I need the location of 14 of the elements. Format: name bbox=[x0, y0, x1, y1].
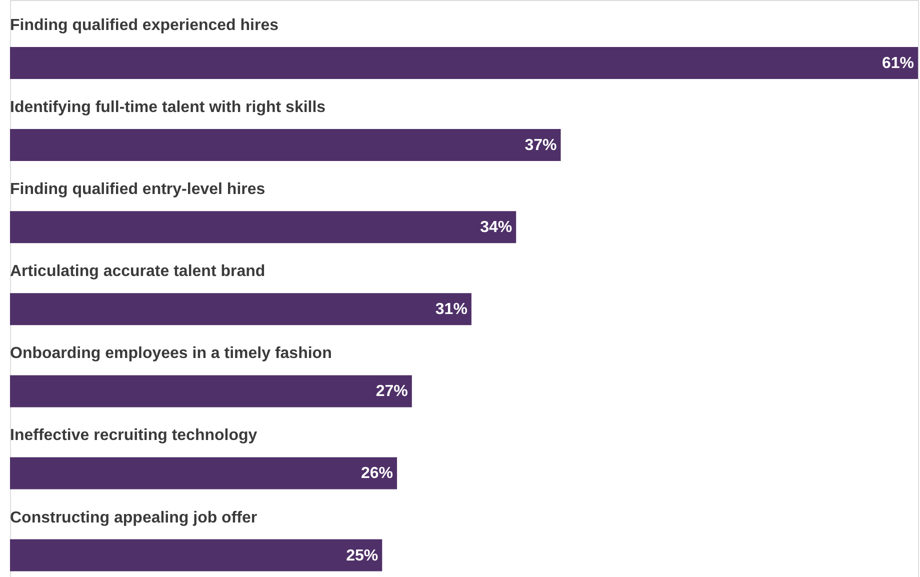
data-label: 26% bbox=[360, 465, 394, 482]
data-label: 61% bbox=[882, 54, 914, 72]
data-label: 37% bbox=[524, 137, 557, 154]
data-label: 25% bbox=[346, 547, 378, 564]
y-tick-label: Onboarding employees in a timely fashion bbox=[10, 345, 332, 362]
y-tick-label: Articulating accurate talent brand bbox=[10, 263, 266, 280]
data-label: 31% bbox=[435, 301, 468, 318]
data-label: 34% bbox=[480, 219, 512, 236]
y-tick-label: Finding qualified experienced hires bbox=[10, 16, 279, 34]
y-tick-label: Constructing appealing job offer bbox=[10, 509, 258, 526]
y-tick-label: Ineffective recruiting technology bbox=[10, 427, 258, 444]
y-tick-label: Finding qualified entry-level hires bbox=[10, 181, 266, 198]
data-label: 27% bbox=[376, 383, 408, 400]
y-tick-label: Identifying full-time talent with right skills bbox=[10, 99, 326, 116]
